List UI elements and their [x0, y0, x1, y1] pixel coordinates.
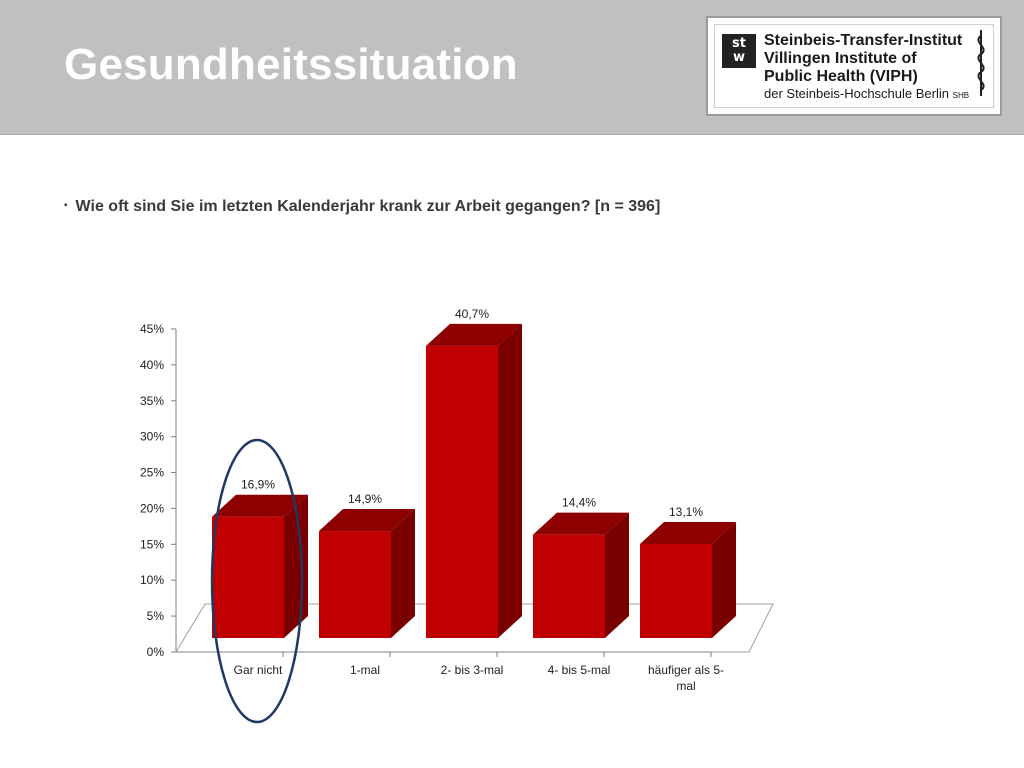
y-axis: 0% 5% 10% 15% 20% 25% 30% 35% 40% 45%	[140, 322, 177, 659]
bar-front	[426, 345, 498, 638]
x-tick-label: häufiger als 5- mal	[648, 663, 724, 693]
highlight-ellipse	[210, 438, 304, 724]
logo-line-4-text: der Steinbeis-Hochschule Berlin	[764, 86, 949, 101]
x-tick-label-line: 4- bis 5-mal	[548, 663, 611, 677]
bar: 14,9%	[319, 492, 415, 638]
y-tick-label: 0%	[147, 645, 165, 659]
y-tick-label: 25%	[140, 466, 164, 480]
logo-line-4-suffix: SHB	[952, 91, 970, 100]
y-tick-label: 5%	[147, 609, 165, 623]
x-tick-label: 1-mal	[350, 663, 380, 677]
x-tick-label-line: 1-mal	[350, 663, 380, 677]
bar-side	[712, 521, 736, 638]
logo-frame	[714, 24, 994, 108]
stw-logo-icon: st w	[722, 34, 756, 68]
data-label: 40,7%	[455, 307, 489, 321]
x-axis-labels: Gar nicht 1-mal 2- bis 3-mal 4- bis 5-mal hä…	[176, 651, 724, 693]
question-bullet: ▪ Wie oft sind Sie im letzten Kalenderjah…	[64, 198, 660, 216]
x-tick-label-line: häufiger als 5-	[648, 663, 724, 677]
page-title: Gesundheitssituation	[64, 40, 518, 89]
x-tick-label-line: 2- bis 3-mal	[441, 663, 504, 677]
y-tick-label: 35%	[140, 394, 164, 408]
y-tick-label: 30%	[140, 430, 164, 444]
logo-line-3: Public Health (VIPH)	[764, 68, 918, 85]
bullet-marker-icon: ▪	[64, 200, 68, 211]
logo-mark-bottom: w	[732, 50, 745, 65]
bar-side	[391, 509, 415, 638]
bar: 13,1%	[640, 505, 736, 638]
bar-side	[605, 512, 629, 638]
x-tick-label: Gar nicht	[234, 663, 283, 677]
bar-top	[533, 512, 629, 535]
bar-top	[319, 509, 415, 532]
logo-line-4: der Steinbeis-Hochschule Berlin SHB	[764, 86, 969, 101]
bar-top	[212, 494, 308, 517]
bar-top	[640, 521, 736, 544]
data-label: 14,4%	[562, 496, 596, 510]
bar-front	[533, 534, 605, 638]
bar-front	[640, 543, 712, 638]
logo-mark-top: st	[732, 36, 746, 51]
bar: 14,4%	[533, 496, 629, 638]
y-tick-label: 40%	[140, 358, 164, 372]
logo-line-1: Steinbeis-Transfer-Institut	[764, 32, 963, 49]
bar-front	[319, 531, 391, 638]
y-tick-label: 10%	[140, 573, 164, 587]
y-tick-label: 45%	[140, 322, 164, 336]
y-tick-label: 20%	[140, 501, 164, 515]
bar-front	[212, 516, 284, 638]
x-tick-label-line: mal	[676, 679, 695, 693]
aesculapian-staff-icon	[977, 30, 985, 96]
logo-line-2: Villingen Institute of	[764, 50, 917, 67]
bar-group: 16,9% 14,9% 40,7% 14,4% 13,1%	[212, 307, 736, 638]
institute-logo: st w Steinbeis-Transfer-Institut Villing…	[706, 16, 1002, 116]
x-tick-label-line: Gar nicht	[234, 663, 283, 677]
x-tick-label: 4- bis 5-mal	[548, 663, 611, 677]
slide-header: Gesundheitssituation st w Steinbeis-Tran…	[0, 0, 1024, 135]
bar-top	[426, 323, 522, 346]
data-label: 14,9%	[348, 492, 382, 506]
y-tick-label: 15%	[140, 537, 164, 551]
data-label: 13,1%	[669, 505, 703, 519]
highlight-ellipse-group	[210, 438, 304, 724]
bar: 40,7%	[426, 307, 522, 638]
data-label: 16,9%	[241, 478, 275, 492]
bar-side	[498, 323, 522, 638]
x-tick-label: 2- bis 3-mal	[441, 663, 504, 677]
question-text: Wie oft sind Sie im letzten Kalenderjahr…	[75, 198, 661, 215]
